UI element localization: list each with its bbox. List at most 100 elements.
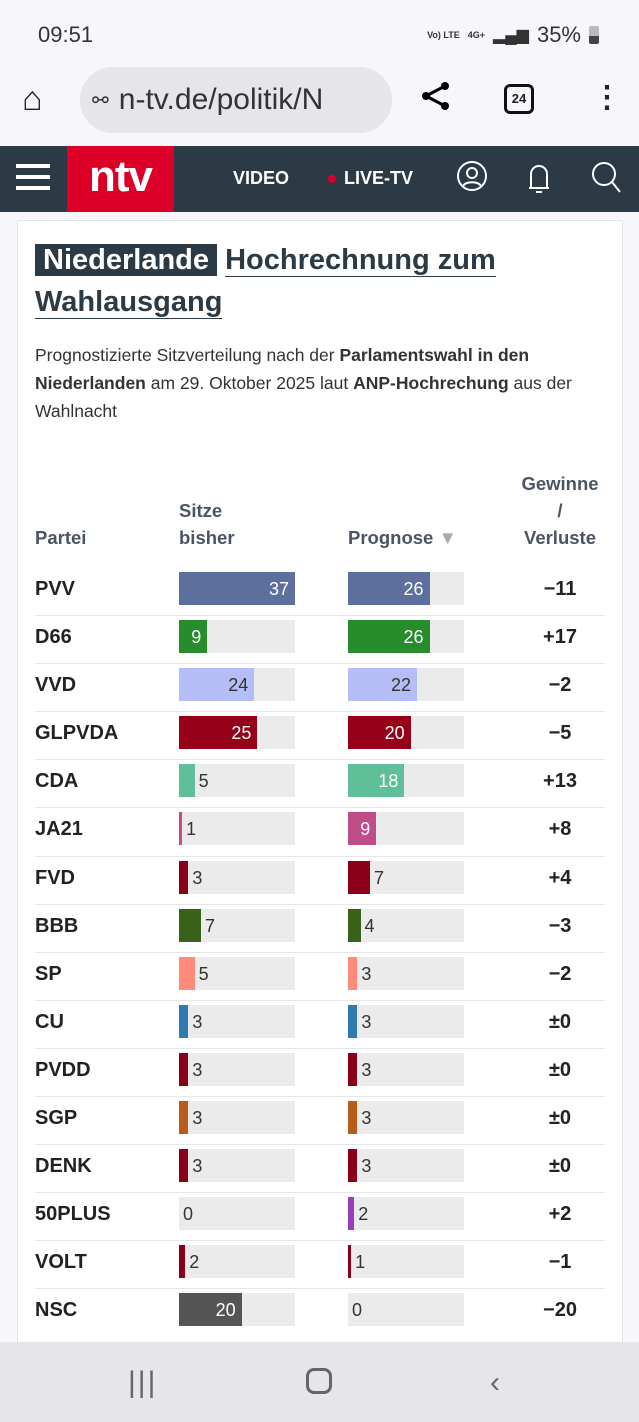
table-row: SGP 3 3 ±0: [35, 1097, 605, 1146]
forecast-bar-fill: [348, 1197, 355, 1231]
tab-switcher-button[interactable]: 24: [504, 84, 534, 114]
forecast-bar-fill: [348, 1052, 358, 1086]
before-bar-fill: [179, 956, 195, 990]
home-button-icon[interactable]: [306, 1368, 332, 1394]
col-prognose[interactable]: Prognose ▼: [348, 527, 457, 548]
share-icon[interactable]: [420, 80, 452, 120]
before-bar-fill: [179, 716, 258, 750]
forecast-bar: 7: [348, 860, 464, 894]
forecast-value: 3: [361, 1011, 372, 1032]
ntv-logo[interactable]: ntv: [67, 146, 174, 212]
col-gewinne-verluste[interactable]: Gewinne / Verluste: [521, 473, 599, 548]
party-name: SGP: [35, 1107, 78, 1130]
seat-change: −5: [548, 722, 572, 745]
before-bar-fill: [179, 764, 195, 798]
forecast-bar-fill: [348, 764, 405, 798]
party-name: SP: [35, 962, 62, 985]
forecast-bar-fill: [348, 1101, 358, 1135]
party-name: VOLT: [35, 1251, 87, 1274]
party-name: GLPVDA: [35, 722, 119, 745]
forecast-value: 7: [373, 867, 384, 888]
seat-change: +4: [548, 866, 572, 889]
recent-apps-icon[interactable]: |||: [128, 1366, 158, 1399]
forecast-value: 3: [361, 1156, 372, 1177]
home-icon[interactable]: ⌂: [22, 80, 43, 118]
before-bar: 20: [179, 1293, 295, 1327]
before-value: 3: [192, 1156, 203, 1177]
forecast-value: 1: [355, 1252, 366, 1273]
forecast-bar: 1: [348, 1245, 464, 1279]
seat-change: ±0: [548, 1155, 572, 1178]
forecast-value: 26: [403, 579, 424, 599]
party-name: CU: [35, 1010, 64, 1033]
forecast-bar-fill: [348, 860, 370, 894]
seat-change: −3: [548, 914, 572, 937]
nav-live-tv[interactable]: LIVE-TV: [328, 168, 413, 189]
back-icon[interactable]: ‹: [490, 1366, 500, 1399]
col-partei[interactable]: Partei: [35, 527, 87, 548]
forecast-bar: 22: [348, 668, 464, 702]
forecast-bar: 0: [348, 1293, 464, 1327]
before-bar: 3: [179, 1101, 295, 1135]
site-settings-icon[interactable]: ⚯: [92, 89, 109, 112]
url-text: n-tv.de/politik/N: [118, 83, 324, 116]
forecast-value: 3: [361, 963, 372, 984]
notifications-bell-icon[interactable]: [523, 160, 555, 204]
table-row: CDA 5 18 +13: [35, 760, 605, 809]
forecast-bar: 3: [348, 1004, 464, 1038]
forecast-bar: 3: [348, 1052, 464, 1086]
more-menu-icon[interactable]: ⋮: [592, 81, 622, 114]
seat-change: −11: [543, 578, 577, 600]
status-bar: 09:51 Vo) LTE 4G+ ▂▄▆ 35%: [0, 0, 639, 62]
party-name: DENK: [35, 1155, 92, 1178]
seat-change: ±0: [548, 1058, 572, 1081]
article-title: Niederlande Hochrechnung zum Wahlausgang: [35, 244, 496, 319]
party-name: FVD: [35, 866, 75, 889]
forecast-bar-fill: [348, 908, 361, 942]
before-bar-fill: [179, 812, 183, 846]
forecast-value: 22: [390, 675, 411, 696]
before-bar: 7: [179, 908, 295, 942]
network-type-icon: 4G+: [467, 29, 485, 40]
live-dot-icon: [328, 175, 336, 184]
forecast-bar: 26: [348, 620, 464, 654]
search-icon[interactable]: [590, 160, 622, 202]
table-row: BBB 7 4 −3: [35, 905, 605, 953]
before-value: 0: [183, 1204, 194, 1225]
article-card: Niederlande Hochrechnung zum Wahlausgang…: [17, 220, 623, 1345]
seat-change: +13: [543, 770, 577, 793]
before-bar: 37: [179, 572, 295, 605]
signal-icon: ▂▄▆: [493, 27, 529, 44]
forecast-bar-fill: [348, 1149, 358, 1183]
address-bar[interactable]: ⚯ n-tv.de/politik/N: [80, 67, 392, 133]
before-value: 3: [192, 867, 203, 888]
party-name: JA21: [35, 818, 83, 841]
forecast-bar-fill: [348, 956, 358, 990]
results-table: PVV 37 26 −11 D66 9 26 +17 VVD 24 22 −2 GLPVDA 25 20 −5…: [35, 568, 605, 1338]
table-row: VVD 24 22 −2: [35, 664, 605, 713]
before-bar-fill: [179, 1245, 186, 1279]
account-icon[interactable]: [456, 160, 488, 200]
battery-icon: [589, 26, 599, 44]
before-value: 2: [189, 1252, 200, 1273]
seat-change: −2: [548, 674, 572, 697]
volte-icon: Vo) LTE: [427, 29, 460, 40]
forecast-value: 18: [378, 771, 399, 792]
col-sitze-bisher[interactable]: Sitze bisher: [179, 500, 235, 548]
before-value: 20: [215, 1300, 236, 1321]
seat-change: +2: [548, 1203, 572, 1226]
party-name: PVV: [35, 578, 76, 600]
forecast-bar-fill: [348, 668, 417, 702]
seat-change: ±0: [548, 1107, 572, 1130]
nav-video[interactable]: VIDEO: [233, 168, 290, 188]
table-row: PVDD 3 3 ±0: [35, 1049, 605, 1098]
before-value: 3: [192, 1108, 203, 1129]
forecast-value: 4: [364, 915, 375, 936]
forecast-bar-fill: [348, 716, 411, 750]
forecast-bar-fill: [348, 812, 377, 846]
forecast-bar: 4: [348, 908, 464, 942]
menu-icon[interactable]: [16, 164, 50, 197]
seat-change: +8: [548, 818, 572, 841]
site-header: ntv VIDEO LIVE-TV: [0, 146, 639, 212]
forecast-value: 20: [384, 723, 405, 744]
